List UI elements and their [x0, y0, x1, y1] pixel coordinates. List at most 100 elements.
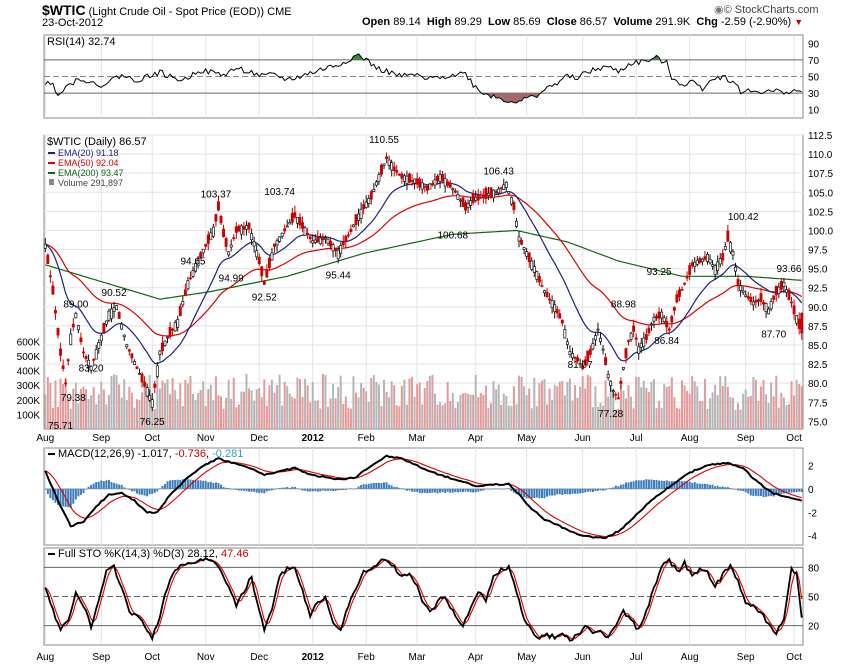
volume-bar: [551, 399, 554, 429]
candle-body: [395, 170, 399, 173]
volume-bar: [729, 397, 732, 429]
macd-histogram-bar: [97, 481, 100, 489]
price-annotation: 95.44: [326, 270, 351, 281]
candle-body: [270, 252, 274, 261]
volume-bar: [130, 392, 133, 429]
candle-body: [219, 215, 223, 224]
volume-bar: [46, 377, 49, 429]
candle-body: [209, 232, 213, 240]
candle-body: [637, 346, 641, 354]
macd-histogram-bar: [604, 488, 607, 491]
macd-histogram-bar: [74, 488, 77, 500]
volume-bar: [329, 398, 332, 429]
macd-histogram-bar: [596, 488, 599, 491]
volume-bar: [141, 392, 144, 429]
candle-body: [290, 213, 294, 223]
volume-bar: [663, 384, 666, 429]
volume-bar: [510, 406, 513, 429]
macd-histogram-bar: [454, 488, 457, 493]
candle-body: [560, 319, 564, 324]
macd-histogram-bar: [212, 483, 215, 489]
macd-histogram-bar: [500, 488, 503, 490]
macd-histogram-bar: [660, 480, 663, 489]
volume-bar: [113, 374, 116, 429]
volume-tick-label: 600K: [17, 337, 41, 348]
candle-body: [54, 310, 57, 314]
macd-histogram-bar: [543, 488, 546, 499]
candle-body: [530, 260, 534, 270]
candle-body: [69, 333, 73, 346]
volume-bar: [793, 395, 796, 429]
macd-histogram-bar: [795, 488, 798, 493]
macd-histogram-bar: [609, 488, 612, 489]
macd-histogram-bar: [120, 484, 123, 489]
volume-bar: [622, 390, 625, 429]
volume-bar: [44, 394, 47, 429]
candle-body: [183, 289, 187, 296]
macd-histogram-bar: [326, 488, 329, 491]
macd-histogram-bar: [59, 488, 62, 507]
macd-histogram-bar: [518, 488, 521, 495]
macd-histogram-bar: [698, 483, 701, 489]
macd-histogram-bar: [265, 488, 268, 492]
x-tick-label: Oct: [144, 433, 160, 444]
volume-bar: [650, 381, 653, 429]
macd-histogram-bar: [77, 488, 80, 497]
y-tick-label: 90: [808, 39, 820, 50]
macd-histogram-bar: [398, 487, 401, 489]
macd-histogram-bar: [737, 488, 740, 491]
candle-body: [489, 187, 493, 197]
macd-histogram-bar: [553, 488, 556, 496]
volume-bar: [512, 386, 515, 429]
macd-histogram-bar: [186, 479, 189, 489]
macd-legend-signal: -0.736: [175, 448, 206, 460]
x-tick-label: Nov: [197, 433, 215, 444]
volume-bar: [184, 380, 187, 429]
candle-body: [252, 241, 256, 247]
volume-bar: [57, 406, 60, 429]
volume-bar: [255, 389, 258, 429]
macd-histogram-bar: [44, 488, 47, 490]
volume-bar: [245, 373, 248, 429]
candle-body: [331, 244, 335, 252]
volume-bar: [586, 374, 589, 429]
y-tick-label: 30: [808, 89, 820, 100]
volume-bar: [115, 375, 118, 429]
candle-body: [51, 285, 55, 295]
volume-bar: [377, 384, 380, 429]
candle-body: [762, 302, 765, 305]
candle-body: [650, 323, 653, 326]
x-tick-label: Aug: [681, 652, 699, 663]
candle-body: [438, 174, 442, 182]
macd-histogram-bar: [408, 488, 411, 491]
candle-body: [576, 357, 580, 362]
macd-histogram-bar: [451, 488, 454, 493]
macd-histogram-bar: [263, 488, 266, 494]
candle-body: [301, 222, 304, 229]
candle-body: [110, 308, 113, 319]
volume-bar: [594, 386, 597, 429]
candle-body: [341, 241, 345, 246]
macd-histogram-bar: [734, 488, 737, 490]
candle-body: [690, 262, 694, 267]
volume-bar: [316, 400, 319, 429]
volume-bar: [347, 407, 350, 429]
candle-body: [89, 365, 93, 371]
volume-bar: [138, 400, 141, 429]
candle-body: [125, 344, 129, 348]
price-annotation: 76.25: [140, 417, 165, 428]
volume-bar: [349, 408, 352, 429]
volume-bar: [502, 393, 505, 429]
volume-bar: [357, 397, 360, 429]
candle-body: [436, 175, 439, 182]
y-tick-label: -2: [808, 508, 817, 519]
macd-histogram-bar: [630, 481, 633, 489]
macd-histogram-bar: [714, 486, 717, 489]
price-annotation: 93.66: [776, 264, 801, 275]
candle-body: [734, 266, 737, 272]
copyright[interactable]: ◉© StockCharts.com: [714, 3, 819, 16]
candle-body: [171, 328, 175, 331]
candle-body: [736, 279, 740, 287]
candle-body: [751, 301, 755, 306]
